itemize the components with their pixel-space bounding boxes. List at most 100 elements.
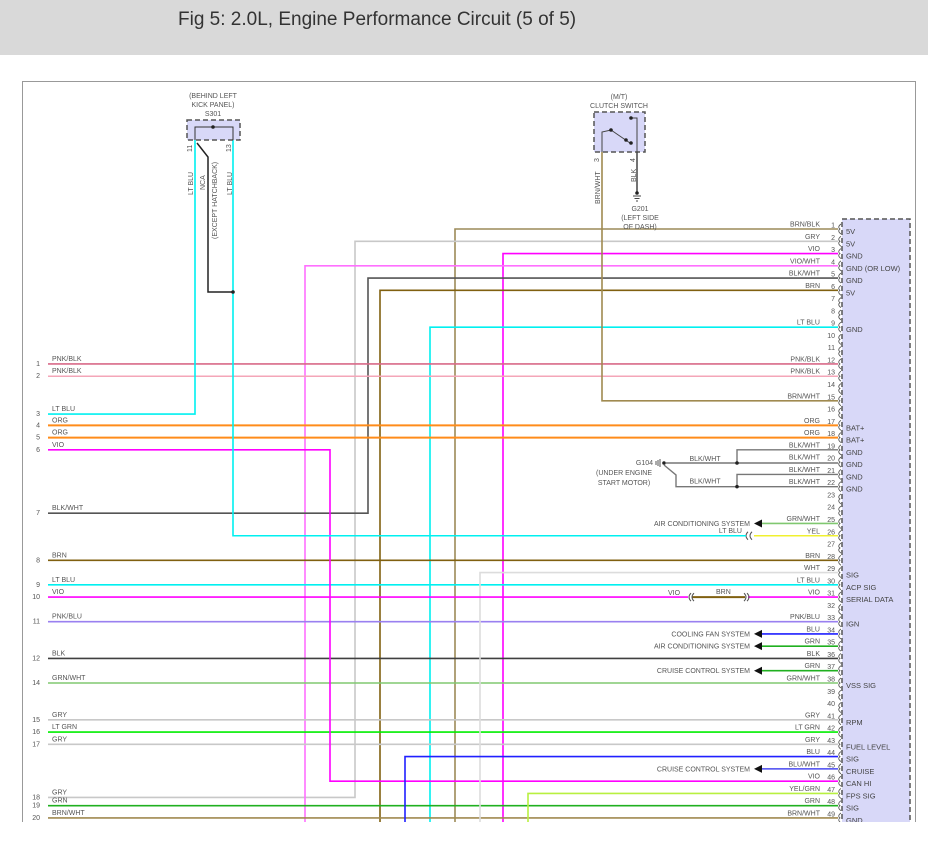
pin-terminal-icon [838, 616, 842, 627]
splice-dot [624, 138, 628, 142]
pin-number: 47 [827, 787, 835, 794]
wire-label: GRY [52, 712, 67, 719]
pin-terminal-icon [838, 739, 842, 750]
pin-terminal-icon [838, 370, 842, 382]
pin-terminal-icon [838, 297, 842, 308]
row-number: 20 [32, 815, 40, 822]
wire-label: BLK/WHT [789, 271, 821, 278]
wire-label: BRN [805, 283, 820, 290]
wire-label: BRN/WHT [787, 810, 820, 817]
s301-label: KICK PANEL) [191, 102, 234, 109]
pin-terminal-icon [838, 628, 842, 640]
pin-terminal-icon [838, 689, 842, 701]
pin-number: 46 [827, 775, 835, 782]
pin-function: GND [846, 460, 863, 469]
wire-label: ORG [804, 418, 820, 425]
pin-function: VSS SIG [846, 681, 876, 690]
s301-splice [186, 119, 241, 141]
wire-pin-47 [527, 792, 838, 822]
pin-function: GND (OR LOW) [846, 264, 901, 273]
pin-number: 49 [827, 811, 835, 818]
wire-pin-6 [379, 289, 838, 822]
pin-terminal-icon [838, 812, 842, 822]
pin-terminal-icon [838, 432, 842, 443]
pin-number: 13 [827, 370, 835, 377]
pin-number: 35 [827, 640, 835, 647]
pin-function: 5V [846, 239, 855, 248]
pin-function: CRUISE [846, 767, 874, 776]
pin-number: 15 [827, 394, 835, 401]
splice-dot [211, 125, 215, 129]
pin-number: 3 [831, 247, 835, 254]
wire-label: BLK/WHT [52, 505, 84, 512]
destination-label: CRUISE CONTROL SYSTEM [657, 766, 750, 773]
row-number: 14 [32, 680, 40, 687]
pin-number: 1 [831, 223, 835, 230]
wire-pin-15 [601, 152, 838, 402]
pin-number: 23 [827, 492, 835, 499]
wire-label: BLK/WHT [789, 455, 821, 462]
row-number: 15 [32, 717, 40, 724]
pin-function: SIG [846, 755, 859, 764]
wire-pin-26-lt-blu [232, 140, 746, 537]
wire-label: ORG [52, 430, 68, 437]
pin-terminal-icon [838, 505, 842, 517]
wire-pin-3 [502, 252, 838, 822]
pin-number: 44 [827, 750, 835, 757]
pin-terminal-icon [838, 665, 842, 677]
wire-label: WHT [804, 565, 821, 572]
pin-number: 26 [827, 529, 835, 536]
wire-label: ORG [804, 430, 820, 437]
splice-dot [735, 461, 739, 465]
arrow-icon [754, 629, 762, 638]
wire-pin-46 [48, 449, 838, 782]
pin-terminal-icon [838, 763, 842, 775]
pin-number: 7 [831, 296, 835, 303]
pin-number: 22 [827, 480, 835, 487]
wire-pin-1 [454, 228, 838, 822]
pin-number: 41 [827, 713, 835, 720]
wire-label: GRN/WHT [787, 516, 821, 523]
pin-number: 9 [831, 321, 835, 328]
wire-label: BLK [807, 651, 821, 658]
wire-label: BLK/WHT [789, 467, 821, 474]
pin-terminal-icon [838, 714, 842, 726]
splice-dot [629, 116, 633, 120]
wire-label: GRN/WHT [52, 675, 86, 682]
pin-number: 37 [827, 664, 835, 671]
pin-function: CAN HI [846, 779, 871, 788]
row-number: 9 [36, 582, 40, 589]
pin-number: 40 [827, 701, 835, 708]
wire-label: BRN [805, 553, 820, 560]
wire-label: BLU/WHT [789, 761, 821, 768]
wire-label: GRY [805, 712, 820, 719]
wire-label: BLU [806, 626, 820, 633]
pin-function: IGN [846, 620, 859, 629]
pin-terminal-icon [838, 272, 842, 284]
pin-number: 42 [827, 726, 835, 733]
row-number: 17 [32, 741, 40, 748]
pin-terminal-icon [838, 530, 842, 542]
pin-function: RPM [846, 718, 863, 727]
pin-terminal-icon [838, 567, 842, 578]
ground-label: (LEFT SIDE [621, 215, 659, 222]
wire-label: VIO [808, 590, 821, 597]
pin-number: 19 [827, 443, 835, 450]
pin-function: FPS SIG [846, 791, 876, 800]
s301-label: S301 [205, 111, 221, 118]
wire-label: GRN [804, 798, 820, 805]
wire-label: BRN/BLK [790, 222, 820, 229]
pin-terminal-icon [838, 702, 842, 713]
destination-label: COOLING FAN SYSTEM [671, 631, 750, 638]
pin-terminal-icon [838, 358, 842, 370]
pin-terminal-icon [838, 542, 842, 554]
wire-label: GRY [52, 736, 67, 743]
row-number: 3 [36, 411, 40, 418]
wire-label: PNK/BLU [52, 614, 82, 621]
wire-pin-29 [479, 571, 838, 822]
wire-label: BRN [716, 589, 731, 596]
wire-pin-4 [304, 265, 838, 822]
pin-terminal-icon [838, 640, 842, 652]
pin-function: SIG [846, 571, 859, 580]
wire-label: YEL/GRN [789, 786, 820, 793]
